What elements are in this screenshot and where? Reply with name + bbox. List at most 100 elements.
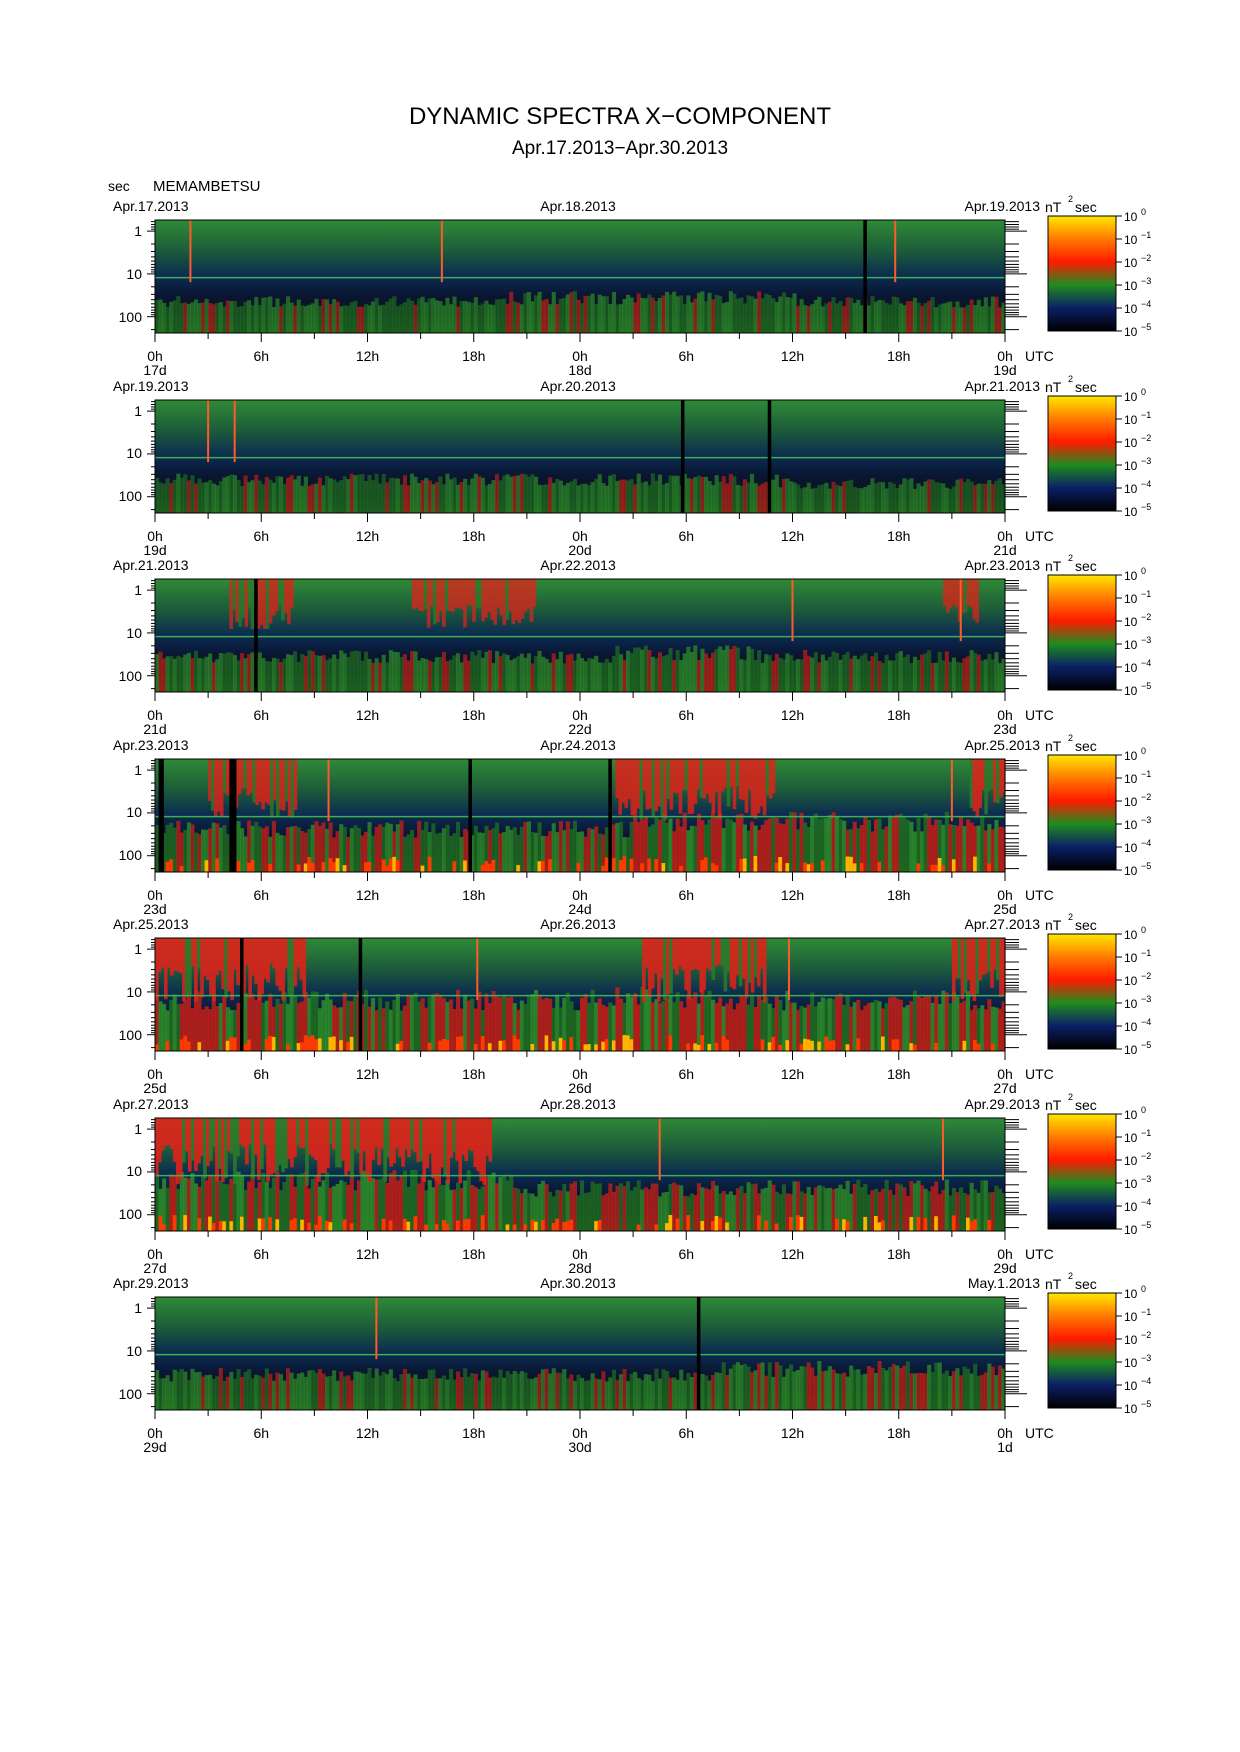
activity-band — [987, 823, 992, 872]
activity-band — [466, 301, 471, 333]
activity-band — [732, 1194, 737, 1231]
storm-segment — [687, 758, 692, 814]
activity-band — [441, 998, 446, 1051]
activity-band — [842, 1188, 847, 1231]
activity-band — [640, 1379, 645, 1410]
storm-segment — [729, 938, 734, 988]
activity-band — [803, 486, 808, 513]
activity-band — [912, 488, 917, 513]
storm-segment — [281, 938, 285, 1001]
storm-segment — [219, 758, 224, 816]
activity-band — [1001, 1368, 1006, 1410]
storm-segment — [672, 938, 676, 970]
activity-peak — [622, 855, 627, 872]
storm-segment — [957, 938, 962, 979]
activity-band — [307, 1370, 312, 1410]
colorbar-unit-label: nT — [1045, 199, 1062, 215]
storm-segment — [194, 938, 198, 1002]
colorbar-tick-label: 10 — [1124, 951, 1138, 965]
activity-band — [222, 477, 227, 513]
activity-peak — [831, 1040, 836, 1051]
activity-band — [289, 826, 294, 872]
activity-band — [555, 1189, 560, 1231]
storm-segment — [222, 758, 227, 793]
activity-band — [268, 296, 273, 333]
activity-band — [459, 481, 464, 513]
activity-band — [516, 302, 521, 333]
activity-band — [930, 824, 935, 872]
activity-band — [431, 994, 436, 1051]
data-gap — [696, 1297, 701, 1410]
activity-band — [268, 479, 273, 513]
activity-band — [254, 1000, 259, 1051]
activity-band — [746, 1366, 751, 1410]
activity-band — [856, 487, 861, 513]
activity-band — [247, 654, 252, 692]
activity-band — [385, 662, 390, 692]
colorbar-tick-exponent: −2 — [1141, 1151, 1151, 1161]
activity-band — [208, 479, 213, 513]
day-label: 25d — [143, 1080, 167, 1096]
activity-band — [328, 477, 333, 513]
activity-band — [707, 1380, 712, 1410]
activity-band — [211, 1378, 216, 1410]
colorbar-tick-label: 10 — [1124, 413, 1138, 427]
activity-peak — [686, 1043, 691, 1051]
storm-segment — [167, 938, 171, 968]
activity-band — [279, 1003, 284, 1051]
activity-band — [665, 291, 670, 333]
activity-band — [438, 994, 443, 1051]
activity-band — [905, 479, 910, 513]
activity-band — [969, 1009, 974, 1051]
activity-band — [962, 307, 967, 333]
activity-band — [611, 292, 616, 333]
activity-band — [831, 1188, 836, 1231]
activity-band — [888, 304, 893, 333]
activity-band — [254, 1187, 259, 1231]
storm-segment — [212, 938, 216, 1002]
activity-band — [243, 301, 248, 333]
activity-band — [636, 1378, 641, 1410]
activity-band — [523, 293, 528, 333]
activity-peak — [707, 1043, 712, 1051]
activity-band — [707, 658, 712, 692]
activity-band — [162, 658, 167, 692]
storm-segment — [618, 758, 622, 815]
activity-band — [959, 1186, 964, 1231]
storm-segment — [475, 579, 479, 609]
activity-band — [364, 990, 369, 1051]
activity-band — [987, 479, 992, 513]
activity-band — [647, 294, 652, 333]
activity-peak — [307, 856, 312, 872]
activity-band — [339, 1179, 344, 1231]
activity-peak — [541, 1219, 546, 1231]
activity-band — [555, 659, 560, 692]
activity-band — [608, 1183, 613, 1231]
activity-band — [576, 299, 581, 333]
activity-band — [732, 293, 737, 333]
activity-band — [165, 656, 170, 692]
storm-segment — [520, 579, 525, 619]
activity-band — [622, 479, 627, 513]
activity-band — [548, 304, 553, 333]
activity-peak — [629, 858, 634, 872]
colorbar-unit-exponent: 2 — [1068, 732, 1074, 743]
colorbar-tick-label: 10 — [1124, 505, 1138, 519]
date-label-mid: Apr.18.2013 — [540, 198, 616, 214]
activity-band — [208, 1174, 213, 1231]
colorbar-tick-exponent: −3 — [1141, 1353, 1151, 1363]
activity-band — [179, 1003, 184, 1051]
storm-segment — [236, 938, 240, 986]
activity-band — [565, 294, 570, 333]
activity-peak — [973, 856, 978, 872]
activity-band — [686, 995, 691, 1051]
activity-peak — [480, 864, 485, 872]
activity-band — [611, 1005, 616, 1051]
storm-segment — [681, 758, 686, 790]
activity-band — [842, 480, 847, 513]
activity-band — [665, 822, 670, 872]
colorbar-unit-suffix: sec — [1075, 1096, 1097, 1113]
activity-band — [413, 1374, 418, 1410]
activity-peak — [916, 1216, 921, 1231]
